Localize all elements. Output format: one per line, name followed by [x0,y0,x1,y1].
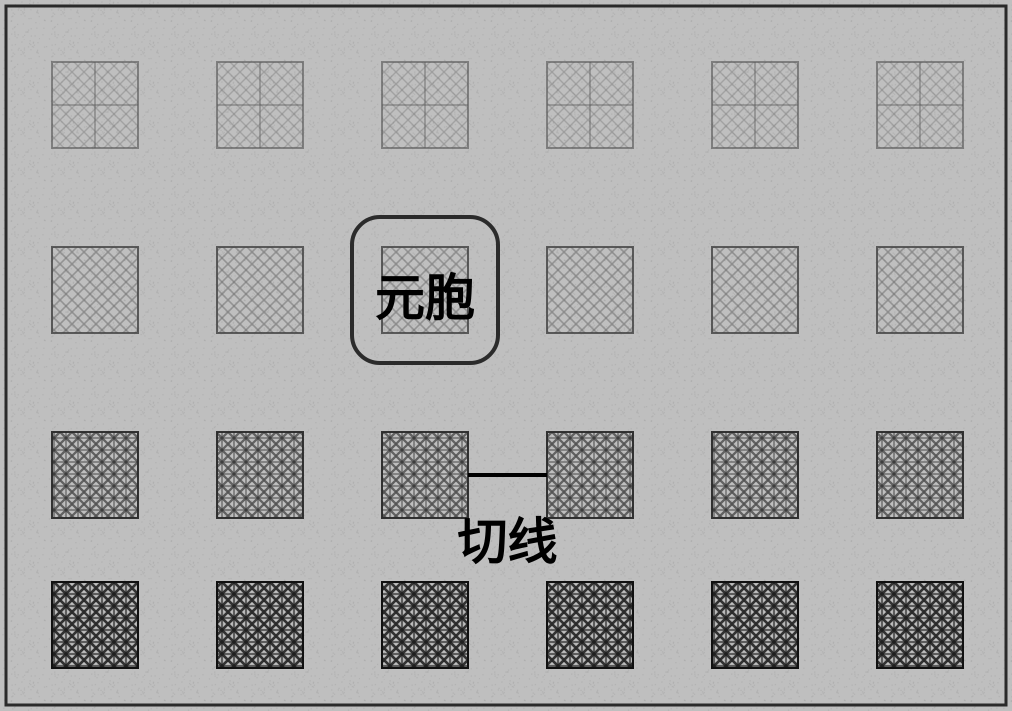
cell-r0-c2 [382,62,468,148]
noisy-background [0,0,1012,711]
tangent-label: 切线 [438,502,578,574]
cell-r2-c4 [712,432,798,518]
cell-r1-c0 [52,247,138,333]
cell-r3-c5 [877,582,963,668]
cell-r1-c3 [547,247,633,333]
cell-r2-c0 [52,432,138,518]
diagram-scene: 元胞 切线 [0,0,1012,711]
cell-r0-c5 [877,62,963,148]
cell-r1-c1 [217,247,303,333]
cell-r1-c4 [712,247,798,333]
callout-label-cell: 元胞 [355,258,495,330]
cell-r3-c3 [547,582,633,668]
cell-r0-c4 [712,62,798,148]
cell-r3-c1 [217,582,303,668]
cell-r2-c5 [877,432,963,518]
cell-r3-c4 [712,582,798,668]
cell-r0-c3 [547,62,633,148]
cell-r3-c0 [52,582,138,668]
cell-r0-c0 [52,62,138,148]
cell-r0-c1 [217,62,303,148]
cell-r2-c1 [217,432,303,518]
diagram-svg [0,0,1012,711]
cell-r1-c5 [877,247,963,333]
cell-r3-c2 [382,582,468,668]
